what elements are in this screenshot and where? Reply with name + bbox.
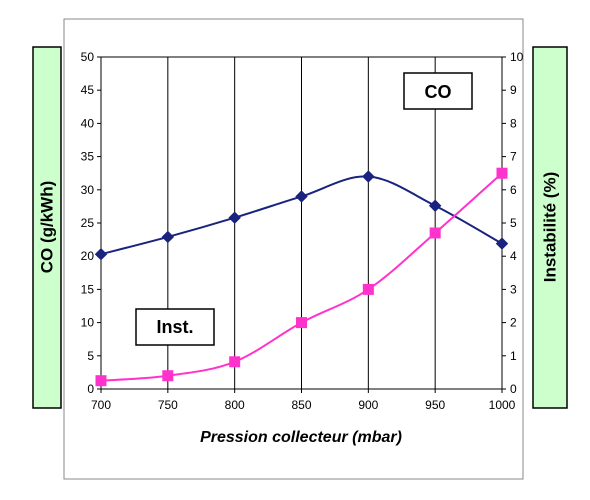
left-y-tick-label: 30 bbox=[81, 183, 95, 197]
x-ticks: 700 750 800 850 900 950 1000 bbox=[91, 389, 516, 412]
x-axis-title: Pression collecteur (mbar) bbox=[200, 429, 402, 446]
x-tick-label: 900 bbox=[358, 398, 378, 412]
left-axis-title-box bbox=[32, 46, 62, 409]
left-y-tick-label: 45 bbox=[81, 83, 95, 97]
right-y-tick-label: 7 bbox=[510, 150, 517, 164]
x-tick-label: 850 bbox=[291, 398, 311, 412]
co-data-point bbox=[295, 190, 308, 203]
x-tick-label: 1000 bbox=[489, 398, 516, 412]
instability-data-point bbox=[429, 227, 441, 239]
inst-label: Inst. bbox=[156, 317, 193, 337]
right-y-tick-label: 2 bbox=[510, 316, 517, 330]
instability-data-point bbox=[95, 375, 107, 387]
right-axis-title: Instabilité (%) bbox=[541, 172, 560, 283]
right-y-tick-label: 8 bbox=[510, 116, 517, 130]
inst-label-box bbox=[135, 308, 215, 346]
left-y-tick-label: 0 bbox=[87, 382, 94, 396]
x-tick-label: 750 bbox=[158, 398, 178, 412]
instability-data-point bbox=[162, 370, 174, 382]
co-data-point bbox=[161, 230, 175, 244]
left-y-tick-label: 20 bbox=[81, 249, 95, 263]
right-y-tick-label: 10 bbox=[510, 50, 524, 64]
co-label-box bbox=[403, 72, 473, 110]
instability-data-point bbox=[496, 167, 508, 179]
x-tick-label: 950 bbox=[425, 398, 445, 412]
left-y-tick-label: 10 bbox=[81, 316, 95, 330]
left-y-tick-label: 25 bbox=[81, 216, 95, 230]
series-layer bbox=[94, 167, 509, 387]
x-tick-label: 800 bbox=[225, 398, 245, 412]
left-y-tick-label: 40 bbox=[81, 116, 95, 130]
x-tick-label: 700 bbox=[91, 398, 111, 412]
left-y-tick-label: 5 bbox=[87, 349, 94, 363]
left-y-tick-label: 15 bbox=[81, 282, 95, 296]
left-y-tick-label: 35 bbox=[81, 150, 95, 164]
right-y-ticks: 0 1 2 3 4 5 6 7 8 9 10 bbox=[502, 50, 524, 396]
instability-data-point bbox=[362, 283, 374, 295]
instability-data-point bbox=[229, 356, 241, 368]
right-y-tick-label: 9 bbox=[510, 83, 517, 97]
right-axis-title-box bbox=[532, 46, 568, 409]
co-data-point bbox=[228, 211, 241, 224]
co-data-point bbox=[428, 199, 442, 212]
right-y-tick-label: 6 bbox=[510, 183, 517, 197]
co-data-point bbox=[94, 248, 108, 261]
left-y-ticks: 0 5 10 15 20 25 30 35 40 45 50 bbox=[81, 50, 101, 396]
left-axis-title: CO (g/kWh) bbox=[38, 181, 57, 274]
instability-data-point bbox=[296, 317, 307, 329]
right-y-tick-label: 4 bbox=[510, 249, 517, 263]
co-label: CO bbox=[425, 82, 452, 102]
co-data-point bbox=[362, 170, 375, 183]
co-data-point bbox=[495, 237, 509, 250]
right-y-tick-label: 5 bbox=[510, 216, 517, 230]
right-y-tick-label: 3 bbox=[510, 282, 517, 296]
right-y-tick-label: 1 bbox=[510, 349, 517, 363]
left-y-tick-label: 50 bbox=[81, 50, 95, 64]
right-y-tick-label: 0 bbox=[510, 382, 517, 396]
